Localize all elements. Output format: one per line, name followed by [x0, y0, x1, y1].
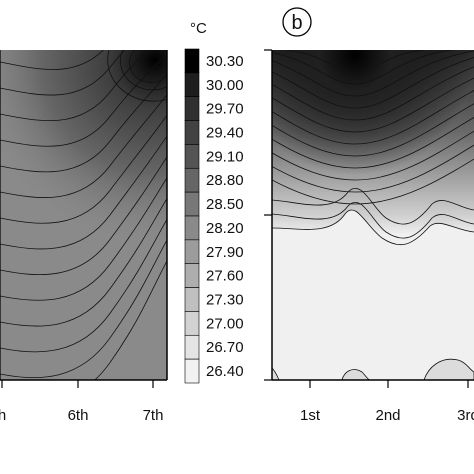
contour-line — [272, 158, 474, 205]
contour-line — [129, 50, 167, 83]
contour-line — [272, 188, 474, 225]
contour-line — [0, 94, 167, 198]
contour-line — [272, 57, 474, 109]
contour-line — [272, 116, 474, 169]
colorbar-cell — [184, 144, 200, 169]
panel-b-bottom-bump-3 — [272, 367, 280, 380]
panel-a-field — [0, 50, 167, 380]
panel-letter-circle — [282, 7, 312, 37]
contour-line — [272, 202, 474, 239]
x-tick-label: h — [0, 407, 6, 424]
contour-line — [141, 50, 167, 72]
panel-b-bottom-bump-2 — [423, 358, 474, 380]
contour-line — [0, 198, 167, 327]
colorbar-labels: 30.30 30.00 29.70 29.40 29.10 28.80 28.50 28.20… — [206, 53, 244, 380]
colorbar-cell — [184, 72, 200, 98]
colorbar-unit: °C — [190, 20, 207, 37]
panel-a-contours — [0, 50, 167, 380]
contour-line — [0, 239, 167, 379]
contour-line — [272, 209, 474, 246]
colorbar-label: 27.00 — [206, 315, 244, 332]
colorbar-label: 28.50 — [206, 196, 244, 213]
panel-b-contours — [272, 50, 474, 246]
colorbar-cell — [184, 215, 200, 241]
colorbar-label: 28.80 — [206, 172, 244, 189]
colorbar-label: 29.40 — [206, 125, 244, 142]
x-tick-label: 7th — [143, 407, 164, 424]
colorbar-cell — [184, 48, 200, 74]
contour-line — [272, 90, 474, 145]
colorbar: °C 30.30 30.00 29.70 29.40 29.10 28.80 28.50 28… — [184, 20, 244, 384]
colorbar-cells — [184, 48, 200, 384]
x-tick-label: 1st — [300, 407, 321, 424]
panel-b: 1st 2nd 3rd b — [264, 7, 474, 424]
contour-line — [272, 130, 474, 181]
panel-a-hotspot — [0, 50, 167, 380]
colorbar-label: 26.70 — [206, 339, 244, 356]
contour-line — [107, 50, 167, 102]
contour-line — [0, 115, 167, 224]
colorbar-cell — [184, 239, 200, 265]
contour-line — [272, 77, 474, 133]
colorbar-label: 30.30 — [206, 53, 244, 70]
contour-line — [272, 50, 452, 85]
contour-line — [0, 135, 167, 250]
contour-line — [272, 50, 474, 97]
panel-b-letter: b — [282, 7, 312, 37]
contour-line — [0, 219, 167, 353]
contour-line — [286, 50, 424, 73]
x-tick-label: 2nd — [375, 407, 400, 424]
contour-line — [0, 177, 167, 301]
panel-b-field — [272, 50, 474, 380]
contour-line — [120, 50, 167, 91]
colorbar-cell — [184, 263, 200, 288]
panel-b-x-ticks: 1st 2nd 3rd — [300, 380, 474, 424]
contour-line — [272, 66, 474, 121]
contour-line — [0, 156, 167, 276]
colorbar-label: 29.10 — [206, 148, 244, 165]
panel-letter-text: b — [291, 12, 302, 34]
colorbar-cell — [184, 167, 200, 193]
colorbar-label: 29.70 — [206, 101, 244, 118]
colorbar-cell — [184, 191, 200, 217]
colorbar-label: 28.20 — [206, 220, 244, 237]
colorbar-cell — [184, 287, 200, 312]
contour-line — [0, 52, 167, 147]
contour-line — [0, 73, 167, 173]
panel-b-minimum-region — [272, 209, 474, 380]
colorbar-cell — [184, 358, 200, 384]
colorbar-cell — [184, 334, 200, 360]
colorbar-label: 27.60 — [206, 268, 244, 285]
colorbar-cell — [184, 120, 200, 145]
colorbar-label: 27.30 — [206, 292, 244, 309]
colorbar-label: 26.40 — [206, 363, 244, 380]
contour-line — [272, 144, 474, 193]
colorbar-cell — [184, 96, 200, 121]
panel-a-x-ticks: h 6th 7th — [0, 380, 163, 424]
panel-a: h 6th 7th — [0, 50, 168, 424]
contour-line — [0, 50, 126, 96]
colorbar-label: 27.90 — [206, 244, 244, 261]
colorbar-label: 30.00 — [206, 77, 244, 94]
contour-line — [0, 50, 104, 70]
colorbar-cell — [184, 311, 200, 336]
x-tick-label: 3rd — [457, 407, 474, 424]
contour-line — [0, 50, 150, 122]
contour-line — [94, 260, 167, 380]
x-tick-label: 6th — [68, 407, 89, 424]
contour-line — [272, 103, 474, 157]
